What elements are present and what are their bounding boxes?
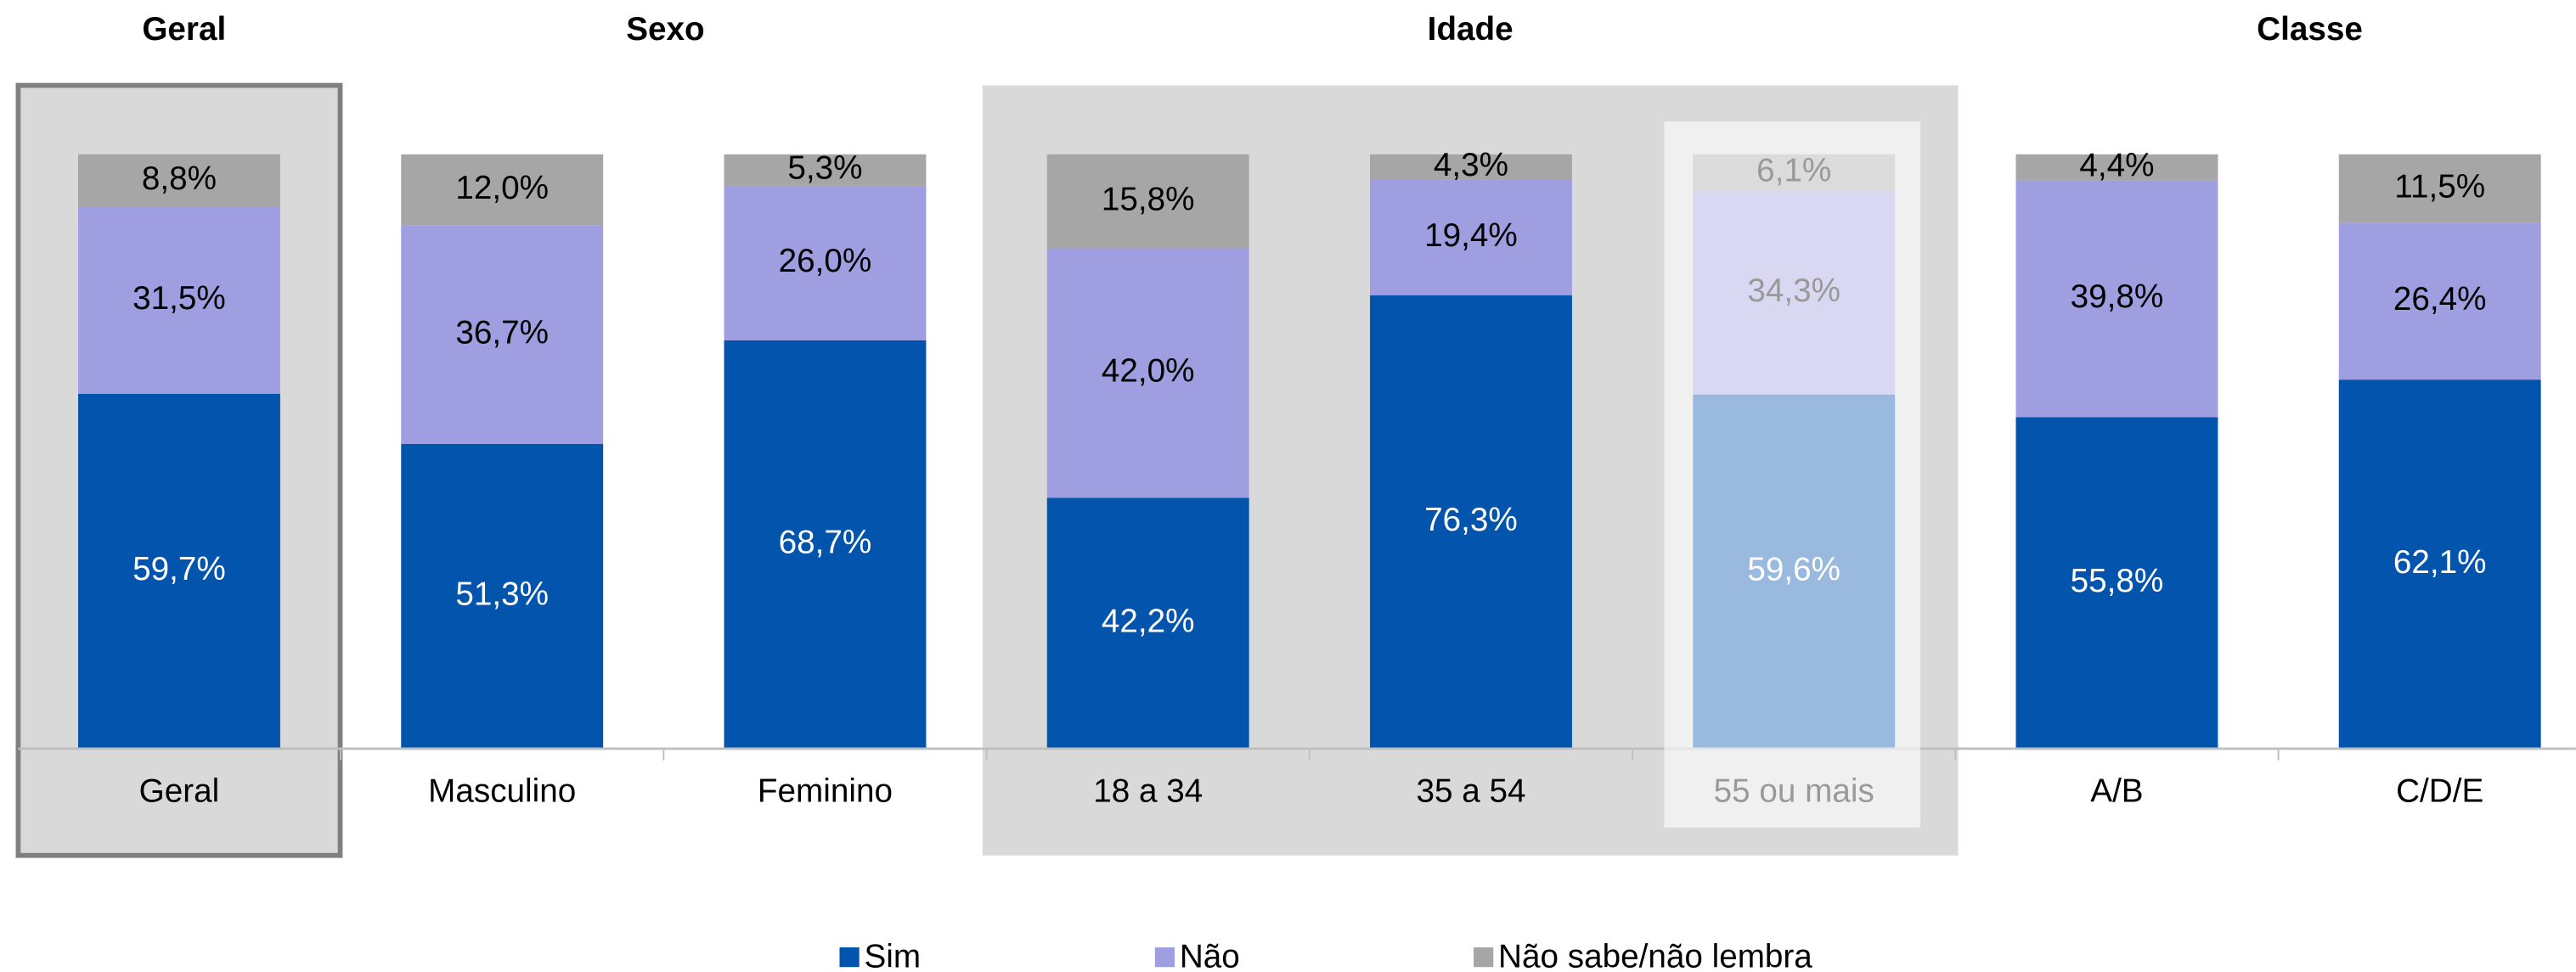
group-header: Sexo [626,11,704,48]
bar-segment [1046,497,1249,749]
bar-segment [2015,417,2218,749]
data-label: 4,3% [1434,147,1508,183]
bar-segment [78,206,280,394]
data-label: 39,8% [2071,278,2164,315]
x-tick-label: 35 a 54 [1416,773,1525,809]
bar-segment [1046,154,1249,249]
data-label: 62,1% [2393,544,2487,581]
data-label: 51,3% [455,576,549,613]
bar-segment [401,225,604,444]
data-label: 31,5% [132,280,226,317]
group-header: Classe [2257,11,2363,48]
legend-swatch [839,947,860,968]
data-label: 36,7% [455,315,549,351]
group-header: Geral [142,11,226,48]
data-label: 19,4% [1424,217,1518,254]
x-tick-label: Feminino [758,773,893,809]
bar-segment [2338,379,2541,749]
bar-segment [724,154,927,186]
group-header: Idade [1428,11,1513,48]
x-tick-label: 18 a 34 [1093,773,1203,809]
data-label: 42,0% [1102,353,1195,390]
bar-segment [2338,154,2541,223]
bar-segment [401,154,604,226]
data-label: 26,4% [2393,281,2487,317]
x-tick-label: Geral [139,773,220,809]
bar-segment [724,185,927,340]
bar-segment [78,393,280,749]
data-label: 55,8% [2071,563,2164,599]
bar-segment [78,154,280,207]
bar-segment [2015,154,2218,181]
data-label: 15,8% [1102,181,1195,217]
bar-segment [1046,248,1249,498]
bar-segment [1370,179,1572,295]
data-label: 12,0% [455,170,549,206]
legend-swatch [1474,947,1494,968]
bar-segment [2338,222,2541,380]
bar-segment [2015,180,2218,418]
data-label: 68,7% [779,525,872,561]
fade-overlay [1664,121,1921,828]
bar-segment [724,340,927,749]
bar-segment [1370,154,1572,180]
data-label: 5,3% [787,150,862,187]
data-label: 26,0% [779,243,872,279]
x-tick-label: A/B [2090,773,2143,809]
bar-segment [1370,295,1572,749]
x-tick-label: C/D/E [2396,773,2483,809]
legend-label: Sim [864,939,921,972]
data-label: 11,5% [2394,168,2485,205]
legend-label: Não [1180,939,1240,972]
data-label: 8,8% [142,160,217,197]
x-tick-label: Masculino [428,773,576,809]
data-label: 59,7% [132,551,226,587]
legend-label: Não sabe/não lembra [1498,939,1812,972]
legend-swatch [1154,947,1175,968]
data-label: 76,3% [1424,502,1518,538]
data-label: 42,2% [1102,603,1195,639]
data-label: 4,4% [2079,147,2154,183]
bar-segment [401,443,604,749]
